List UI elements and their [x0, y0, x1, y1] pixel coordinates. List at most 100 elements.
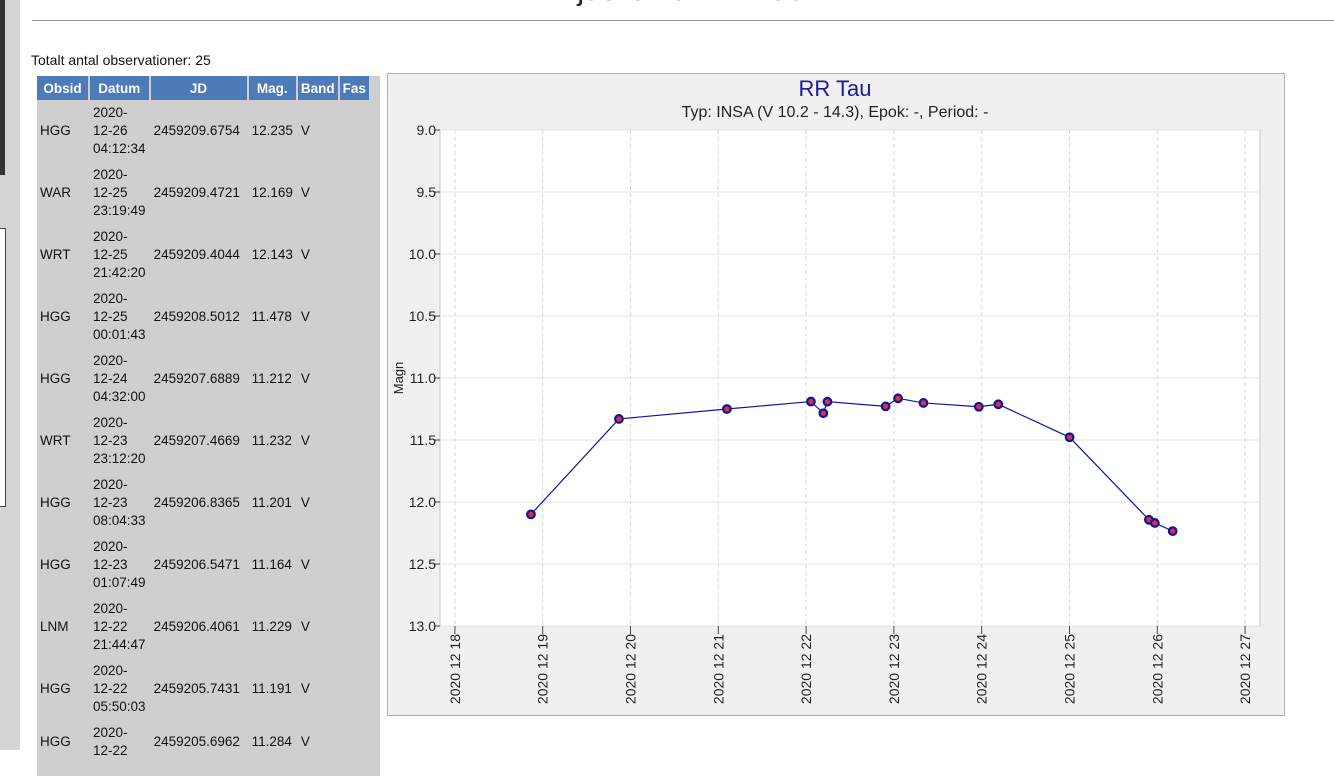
- header-row: Obsid Datum JD Mag. Band Fas: [37, 76, 369, 100]
- data-point: [1167, 526, 1178, 537]
- band-cell: V: [300, 433, 310, 448]
- table-row: WRT 2020- 12-23 23:12:20 2459207.4669 11.232 V: [37, 410, 369, 472]
- page-title: Ljuskurva: RR Tau: [32, 0, 1334, 8]
- table-panel: Obsid Datum JD Mag. Band Fas HGG 2020- 12-26 04:…: [37, 76, 380, 776]
- data-point: [973, 401, 984, 412]
- band-cell: V: [300, 309, 310, 324]
- column-header: Band: [297, 76, 338, 100]
- data-point: [722, 404, 732, 414]
- data-point: [614, 414, 624, 424]
- x-tick-label: 2020 12 27: [1237, 634, 1253, 704]
- mag-cell: 12.235: [251, 123, 293, 138]
- x-tick-label: 2020 12 22: [798, 634, 814, 704]
- datum-line: 12-23: [93, 557, 128, 572]
- data-point: [818, 408, 829, 419]
- table-row: WAR 2020- 12-25 23:19:49 2459209.4721 12.169 V: [37, 162, 369, 224]
- datum-cell: 2020- 12-22 05:50:03: [90, 658, 149, 720]
- table-row: HGG 2020- 12-22 05:50:03 2459205.7431 11.191 V: [37, 658, 369, 720]
- table-row: HGG 2020- 12-25 00:01:43 2459208.5012 11.478 V: [37, 286, 369, 348]
- obsid-cell: HGG: [40, 371, 71, 386]
- band-cell: V: [300, 619, 310, 634]
- datum-line: 23:12:20: [93, 451, 146, 466]
- band-cell: V: [300, 185, 310, 200]
- datum-line: 12-25: [93, 185, 128, 200]
- table-row: HGG 2020- 12-23 08:04:33 2459206.8365 11.201 V: [37, 472, 369, 534]
- jd-cell: 2459207.4669: [153, 433, 240, 448]
- observation-table: Obsid Datum JD Mag. Band Fas HGG 2020- 12-26 04:…: [35, 76, 371, 764]
- x-tick-label: 2020 12 19: [535, 634, 551, 704]
- y-tick-label: 10.5: [409, 308, 436, 324]
- datum-line: 2020-: [93, 167, 128, 182]
- datum-line: 23:19:49: [93, 203, 146, 218]
- datum-line: 08:04:33: [93, 513, 146, 528]
- jd-cell: 2459209.6754: [153, 123, 240, 138]
- data-point: [806, 396, 816, 407]
- datum-cell: 2020- 12-23 08:04:33: [90, 472, 149, 534]
- datum-cell: 2020- 12-22 21:44:47: [90, 596, 149, 658]
- datum-cell: 2020- 12-23 23:12:20: [90, 410, 149, 472]
- obsid-cell: HGG: [40, 309, 71, 324]
- chart-title: RR Tau: [799, 76, 872, 101]
- jd-cell: 2459208.5012: [153, 309, 240, 324]
- band-cell: V: [300, 557, 310, 572]
- datum-line: 04:32:00: [93, 389, 146, 404]
- datum-cell: 2020- 12-23 01:07:49: [90, 534, 149, 596]
- band-cell: V: [300, 681, 310, 696]
- datum-line: 12-26: [93, 123, 128, 138]
- obsid-cell: WAR: [40, 185, 71, 200]
- data-point: [893, 393, 903, 404]
- datum-cell: 2020- 12-25 00:01:43: [90, 286, 149, 348]
- x-tick-label: 2020 12 26: [1149, 634, 1165, 704]
- obsid-cell: HGG: [40, 557, 71, 572]
- mag-cell: 11.232: [251, 433, 292, 448]
- x-tick-label: 2020 12 21: [710, 634, 726, 704]
- x-tick-label: 2020 12 25: [1061, 634, 1077, 704]
- datum-line: 01:07:49: [93, 575, 146, 590]
- obsid-cell: LNM: [40, 619, 69, 634]
- mag-cell: 11.284: [251, 734, 292, 749]
- mag-cell: 12.143: [251, 247, 293, 262]
- datum-cell: 2020- 12-26 04:12:34: [90, 100, 149, 162]
- side-box: [0, 228, 6, 507]
- band-cell: V: [300, 247, 310, 262]
- title-rule: [32, 20, 1334, 21]
- datum-line: 21:42:20: [93, 265, 146, 280]
- datum-cell: 2020- 12-25 23:19:49: [90, 162, 149, 224]
- obsid-cell: HGG: [40, 734, 71, 749]
- x-tick-label: 2020 12 24: [974, 634, 990, 704]
- datum-line: 2020-: [93, 229, 128, 244]
- column-header: Mag.: [248, 76, 296, 100]
- column-header: Fas: [339, 76, 369, 100]
- jd-cell: 2459207.6889: [153, 371, 240, 386]
- x-tick-label: 2020 12 20: [623, 634, 639, 704]
- mag-cell: 11.201: [251, 495, 292, 510]
- jd-cell: 2459206.4061: [153, 619, 240, 634]
- datum-cell: 2020- 12-24 04:32:00: [90, 348, 149, 410]
- datum-line: 2020-: [93, 601, 128, 616]
- datum-line: 12-25: [93, 309, 128, 324]
- y-tick-label: 12.0: [409, 494, 436, 510]
- datum-line: 2020-: [93, 291, 128, 306]
- mag-cell: 11.229: [251, 619, 292, 634]
- y-tick-label: 9.5: [417, 184, 437, 200]
- mag-cell: 11.164: [251, 557, 292, 572]
- mag-cell: 11.191: [251, 681, 292, 696]
- data-point: [880, 401, 891, 412]
- column-header: Datum: [90, 76, 149, 100]
- chart-subtitle: Typ: INSA (V 10.2 - 14.3), Epok: -, Peri…: [682, 104, 989, 121]
- datum-line: 12-23: [93, 433, 128, 448]
- jd-cell: 2459209.4721: [153, 185, 240, 200]
- obsid-cell: HGG: [40, 681, 71, 696]
- data-point: [993, 399, 1004, 410]
- obsid-cell: WRT: [40, 433, 71, 448]
- y-tick-label: 11.5: [410, 432, 436, 448]
- datum-line: 2020-: [93, 725, 128, 740]
- table-row: HGG 2020- 12-26 04:12:34 2459209.6754 12.235 V: [37, 100, 369, 162]
- column-header: JD: [150, 76, 247, 100]
- chart: RR Tau Typ: INSA (V 10.2 - 14.3), Epok: …: [387, 73, 1285, 716]
- datum-line: 2020-: [93, 415, 128, 430]
- datum-line: 12-22: [93, 619, 128, 634]
- datum-line: 12-22: [93, 681, 128, 696]
- band-cell: V: [300, 495, 310, 510]
- side-panel: [0, 0, 20, 750]
